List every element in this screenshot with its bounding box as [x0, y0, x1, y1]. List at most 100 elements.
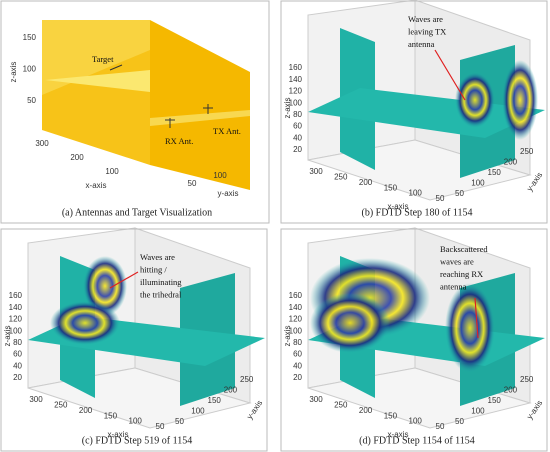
caption: (c) FDTD Step 519 of 1154 — [82, 435, 192, 446]
tick-label: 300 — [309, 167, 323, 176]
axis-label: x-axis — [108, 430, 129, 439]
tick-label: 120 — [9, 315, 23, 324]
annotation-arrow — [434, 49, 466, 101]
tick-label: 150 — [488, 168, 502, 177]
annotation: Waves are — [408, 14, 443, 24]
tick-label: 100 — [129, 417, 143, 426]
tick-label: 300 — [29, 395, 43, 404]
annotation-arrow — [474, 297, 479, 339]
tick-label: 100 — [409, 417, 423, 426]
tick-label: 200 — [504, 386, 518, 395]
wave-pattern — [455, 72, 495, 128]
tick-label: 200 — [504, 158, 518, 167]
tick-label: 50 — [188, 179, 197, 188]
panel-a: 150 100 50 300 200 100 50 100 z-axis x-axis y-axis… — [0, 0, 270, 224]
tick-label: 200 — [359, 406, 373, 415]
tick-label: 140 — [9, 303, 23, 312]
panel-frame — [280, 228, 548, 452]
tick-label: 150 — [384, 411, 398, 420]
tick-label: 50 — [436, 422, 445, 431]
tick-label: 100 — [23, 65, 37, 74]
wave-pattern — [310, 293, 390, 353]
annotation: Waves are — [140, 252, 175, 262]
annotation: reaching RX — [440, 269, 483, 279]
caption: (a) Antennas and Target Visualization — [62, 207, 212, 218]
ground-plate — [150, 110, 250, 126]
tick-label: 80 — [293, 110, 302, 119]
tick-label: 200 — [224, 386, 238, 395]
annotation: RX Ant. — [165, 136, 193, 146]
annotation: Backscattered — [440, 244, 488, 254]
wave-pattern — [50, 301, 120, 345]
annotation-arrow — [109, 271, 139, 289]
tick-label: 140 — [289, 75, 303, 84]
tick-label: 100 — [289, 98, 303, 107]
tick-label: 20 — [13, 373, 22, 382]
panel: 1601401201008060402030025020015010050501… — [280, 0, 548, 224]
tick-label: 150 — [488, 396, 502, 405]
tick-label: 40 — [13, 361, 22, 370]
annotation: TX Ant. — [213, 126, 241, 136]
panel-frame — [0, 228, 268, 452]
annotation: hitting / — [140, 264, 167, 274]
tick-label: 50 — [436, 194, 445, 203]
tick-label: 200 — [359, 178, 373, 187]
box-face — [150, 20, 250, 190]
tick-label: 200 — [70, 153, 84, 162]
tick-label: 200 — [79, 406, 93, 415]
tick-label: 120 — [289, 315, 303, 324]
box-face — [42, 20, 150, 95]
panel: 1601401201008060402030025020015010050501… — [0, 227, 268, 452]
tick-label: 300 — [35, 139, 49, 148]
tick-label: 160 — [9, 291, 23, 300]
tick-label: 50 — [156, 422, 165, 431]
tick-label: 60 — [293, 122, 302, 131]
tick-label: 140 — [289, 303, 303, 312]
axis-label: z-axis — [283, 98, 292, 119]
annotation: Target — [92, 54, 114, 64]
tick-label: 100 — [409, 189, 423, 198]
panel-frame — [280, 0, 548, 224]
field-plane — [308, 88, 545, 138]
tick-label: 150 — [23, 33, 37, 42]
annotation: antenna — [440, 281, 467, 291]
wave-pattern — [83, 256, 127, 316]
tick-label: 250 — [240, 375, 254, 384]
tick-label: 80 — [13, 338, 22, 347]
wave-pattern — [502, 60, 538, 140]
tick-label: 250 — [334, 173, 348, 182]
tick-label: 80 — [293, 338, 302, 347]
tick-label: 150 — [208, 396, 222, 405]
axis-label: x-axis — [86, 181, 107, 190]
axis-label: z-axis — [3, 326, 12, 347]
tick-label: 100 — [191, 407, 205, 416]
axis-label: x-axis — [388, 202, 409, 211]
tick-label: 40 — [293, 361, 302, 370]
annotation: leaving TX — [408, 26, 446, 36]
tick-label: 50 — [175, 417, 184, 426]
tick-label: 50 — [455, 417, 464, 426]
tick-label: 160 — [289, 63, 303, 72]
panel: 1601401201008060402030025020015010050501… — [280, 227, 548, 452]
tick-label: 150 — [384, 183, 398, 192]
annotation: waves are — [440, 256, 474, 266]
tick-label: 250 — [520, 375, 534, 384]
tick-label: 100 — [471, 407, 485, 416]
tick-label: 50 — [27, 96, 36, 105]
tick-label: 50 — [455, 189, 464, 198]
tick-label: 60 — [13, 350, 22, 359]
tick-label: 300 — [309, 395, 323, 404]
annotation: illuminating — [140, 277, 182, 287]
tick-label: 250 — [334, 401, 348, 410]
annotation: the trihedral — [140, 289, 182, 299]
axis-label: z-axis — [9, 62, 18, 83]
tick-label: 150 — [104, 411, 118, 420]
tick-label: 250 — [54, 401, 68, 410]
tick-label: 100 — [471, 179, 485, 188]
tick-label: 250 — [520, 147, 534, 156]
tick-label: 20 — [293, 373, 302, 382]
caption: (b) FDTD Step 180 of 1154 — [361, 207, 472, 218]
caption: (d) FDTD Step 1154 of 1154 — [359, 435, 475, 446]
tick-label: 100 — [105, 167, 119, 176]
